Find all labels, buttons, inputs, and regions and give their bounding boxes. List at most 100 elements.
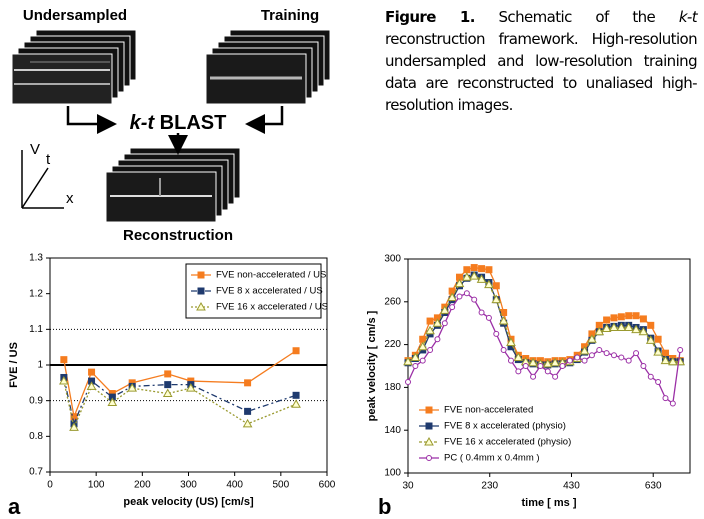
axes-icon — [21, 150, 64, 209]
point — [478, 265, 486, 273]
point — [449, 304, 456, 311]
point — [566, 357, 573, 364]
point — [647, 321, 655, 329]
point — [601, 323, 612, 333]
y-tick-label: 100 — [384, 468, 401, 479]
point — [185, 383, 196, 392]
series-line — [63, 380, 297, 430]
legend-symbol — [425, 422, 433, 430]
axis-icon-label: x — [66, 190, 74, 207]
series-line — [63, 350, 297, 420]
x-tick-label: 100 — [88, 480, 105, 491]
point — [292, 347, 300, 355]
point — [291, 399, 301, 408]
point — [162, 388, 173, 398]
x-tick-label: 400 — [226, 480, 243, 491]
point — [581, 357, 588, 364]
point — [164, 370, 172, 378]
point — [610, 314, 618, 322]
legend-label: FVE non-accelerated / US — [216, 270, 326, 281]
input-label: Training — [261, 7, 319, 24]
y-tick-label: 0.9 — [29, 395, 43, 406]
legend-label: FVE 8 x accelerated (physio) — [444, 421, 566, 432]
point — [107, 397, 118, 406]
point — [461, 272, 472, 281]
point — [60, 356, 68, 364]
point — [292, 391, 300, 399]
x-tick-label: 300 — [180, 480, 197, 491]
point — [623, 322, 634, 331]
legend-symbol — [197, 271, 205, 279]
point — [491, 294, 502, 304]
point — [528, 357, 538, 367]
point — [655, 379, 662, 386]
arrow — [66, 106, 117, 134]
legend-marker — [197, 287, 205, 295]
caption-text: Schematic of the — [498, 8, 679, 26]
legend-label: FVE non-accelerated — [444, 405, 533, 416]
legend-label: FVE 8 x accelerated / US — [216, 286, 323, 297]
point — [507, 357, 514, 364]
point — [653, 347, 663, 356]
legend-symbol — [196, 301, 206, 311]
legend-symbol — [424, 436, 434, 446]
point — [667, 356, 678, 366]
point — [603, 350, 610, 357]
point — [485, 266, 493, 274]
point — [425, 325, 435, 335]
legend-marker — [197, 271, 205, 279]
point — [410, 352, 421, 361]
point — [244, 407, 252, 415]
legend-marker — [426, 455, 432, 461]
x-tick-label: 500 — [272, 480, 289, 491]
point — [662, 395, 669, 402]
x-axis-label: peak velocity (US) [cm/s] — [123, 496, 254, 508]
point — [579, 346, 590, 355]
caption-text: k-t — [678, 8, 698, 26]
point — [419, 357, 426, 364]
method-label: k-t BLAST — [130, 112, 227, 134]
point — [417, 341, 428, 351]
point — [550, 357, 560, 367]
point — [625, 312, 633, 320]
caption-label: Figure 1. — [385, 8, 475, 26]
y-tick-label: 1 — [37, 360, 43, 371]
x-tick-label: 430 — [563, 481, 580, 492]
point — [633, 350, 640, 357]
caption-text: reconstruction framework. High-resolutio… — [385, 30, 698, 114]
point — [588, 352, 595, 359]
panel-label: a — [8, 494, 21, 519]
caption: Figure 1. Schematic of the k-t reconstru… — [385, 6, 698, 116]
point — [647, 373, 654, 380]
point — [470, 264, 478, 272]
point — [542, 358, 553, 368]
point — [654, 335, 662, 343]
legend-label: PC ( 0.4mm x 0.4mm ) — [444, 453, 540, 464]
x-tick-label: 0 — [47, 480, 53, 491]
input-label: Undersampled — [23, 7, 127, 24]
point — [669, 400, 676, 407]
point — [478, 309, 485, 316]
point — [493, 330, 500, 337]
axis-icon-label: t — [46, 151, 51, 168]
point — [469, 271, 480, 280]
y-axis-label: peak velocity [ cm/s ] — [366, 310, 378, 421]
y-tick-label: 140 — [384, 425, 401, 436]
point — [603, 316, 611, 324]
point — [403, 356, 413, 366]
point — [661, 349, 669, 357]
point — [587, 334, 597, 343]
y-tick-label: 180 — [384, 382, 401, 393]
legend-symbol — [426, 455, 432, 461]
point — [88, 368, 96, 376]
point — [500, 346, 507, 353]
series-line — [407, 292, 681, 405]
point — [506, 337, 516, 346]
point — [439, 305, 450, 314]
panel-label: b — [378, 494, 391, 519]
point — [639, 315, 647, 323]
point — [625, 357, 632, 364]
legend-marker — [424, 436, 434, 446]
point — [677, 346, 684, 353]
